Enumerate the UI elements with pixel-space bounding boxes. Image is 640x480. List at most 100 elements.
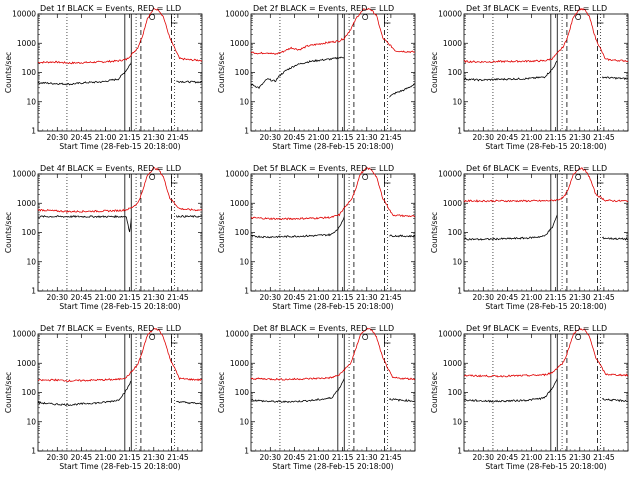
x-axis-label: Start Time (28-Feb-15 20:18:00) [272, 302, 393, 311]
panel-title: Det 6f BLACK = Events, RED = LLD [466, 164, 607, 173]
x-tick-label: 21:45 [167, 293, 189, 302]
x-tick-label: 21:00 [308, 133, 330, 142]
x-tick-label: 20:30 [259, 133, 281, 142]
y-axis-label: Counts/sec [217, 52, 226, 93]
y-tick-label: 1 [31, 127, 36, 136]
y-tick-label: 1000 [443, 199, 462, 208]
x-tick-label: 20:45 [497, 133, 519, 142]
panel-title: Det 5f BLACK = Events, RED = LLD [253, 164, 394, 173]
chart-panel-8: 1 10 100 1000 10000 20:30 20:45 21:00 21:15 21:30… [217, 324, 416, 471]
y-tick-label: 10 [26, 417, 36, 426]
y-axis-label: Counts/sec [217, 372, 226, 413]
plot-frame [250, 333, 416, 452]
x-tick-label: 21:15 [545, 293, 567, 302]
x-tick-label: 21:30 [143, 453, 165, 462]
y-tick-label: 10 [239, 97, 249, 106]
events-series-line [250, 378, 345, 404]
x-tick-label: 21:00 [521, 133, 543, 142]
y-axis-label: Counts/sec [217, 212, 226, 253]
lld-series-line [250, 7, 416, 56]
y-tick-label: 10000 [225, 10, 249, 19]
events-series-line [463, 60, 558, 82]
events-series-line [601, 76, 629, 81]
y-axis-label: Counts/sec [4, 212, 13, 253]
y-axis-label: Counts/sec [4, 372, 13, 413]
y-tick-label: 10 [26, 97, 36, 106]
lld-series-line [250, 167, 416, 221]
x-tick-label: 21:15 [332, 293, 354, 302]
events-series-line [389, 83, 416, 98]
y-tick-label: 100 [448, 228, 463, 237]
x-tick-label: 21:00 [521, 453, 543, 462]
events-series-line [389, 234, 416, 238]
x-tick-label: 20:45 [284, 293, 306, 302]
events-series-line [250, 216, 345, 239]
x-tick-label: 21:30 [356, 293, 378, 302]
y-tick-label: 100 [235, 68, 250, 77]
y-tick-label: 10000 [12, 330, 36, 339]
x-axis-label: Start Time (28-Feb-15 20:18:00) [272, 462, 393, 471]
x-axis-label: Start Time (28-Feb-15 20:18:00) [485, 142, 606, 151]
y-tick-label: 100 [235, 228, 250, 237]
lld-series-line [37, 166, 203, 213]
bracket-mark [171, 336, 178, 344]
lld-series-line [463, 167, 629, 203]
y-tick-label: 1 [244, 127, 249, 136]
x-tick-label: 20:30 [46, 293, 68, 302]
y-tick-label: 10000 [438, 330, 462, 339]
panel-title: Det 3f BLACK = Events, RED = LLD [466, 4, 607, 13]
marker-circle [362, 334, 369, 340]
y-tick-label: 1 [457, 287, 462, 296]
y-tick-label: 1 [457, 127, 462, 136]
panel-title: Det 4f BLACK = Events, RED = LLD [40, 164, 181, 173]
x-tick-label: 21:45 [167, 133, 189, 142]
bracket-mark [384, 16, 391, 24]
marker-circle [149, 14, 156, 20]
x-tick-label: 21:00 [95, 293, 117, 302]
x-tick-label: 21:45 [380, 293, 402, 302]
plot-frame [37, 173, 203, 292]
x-tick-label: 21:45 [593, 293, 615, 302]
y-tick-label: 10 [452, 97, 462, 106]
x-tick-label: 21:45 [593, 453, 615, 462]
y-axis-label: Counts/sec [430, 372, 439, 413]
events-series-line [602, 236, 629, 241]
marker-circle [575, 14, 582, 20]
plot-frame [463, 13, 629, 132]
y-tick-label: 10 [239, 257, 249, 266]
events-series-line [176, 400, 203, 405]
bracket-mark [384, 336, 391, 344]
x-tick-label: 21:45 [380, 133, 402, 142]
chart-panel-2: 1 10 100 1000 10000 20:30 20:45 21:00 21:15 21:30… [217, 4, 416, 151]
y-tick-label: 100 [448, 68, 463, 77]
y-tick-label: 10 [452, 417, 462, 426]
y-tick-label: 1000 [17, 199, 36, 208]
x-tick-label: 21:00 [521, 293, 543, 302]
x-tick-label: 21:00 [308, 293, 330, 302]
x-tick-label: 20:30 [472, 453, 494, 462]
x-tick-label: 20:30 [46, 133, 68, 142]
x-tick-label: 20:30 [259, 293, 281, 302]
y-tick-label: 1000 [230, 359, 249, 368]
panel-title: Det 8f BLACK = Events, RED = LLD [253, 324, 394, 333]
marker-circle [149, 334, 156, 340]
lld-series-line [38, 328, 203, 382]
plot-frame [463, 333, 629, 452]
panel-title: Det 2f BLACK = Events, RED = LLD [253, 4, 394, 13]
x-tick-label: 21:15 [332, 133, 354, 142]
x-axis-label: Start Time (28-Feb-15 20:18:00) [59, 302, 180, 311]
x-tick-label: 20:45 [284, 453, 306, 462]
x-axis-label: Start Time (28-Feb-15 20:18:00) [485, 302, 606, 311]
x-tick-label: 21:15 [119, 453, 141, 462]
marker-circle [575, 174, 582, 180]
bracket-mark [597, 336, 604, 344]
lld-series-line [463, 7, 629, 64]
x-tick-label: 21:15 [545, 453, 567, 462]
lld-series-line [37, 8, 203, 65]
x-tick-label: 21:15 [332, 453, 354, 462]
y-tick-label: 1 [244, 447, 249, 456]
plot-frame [37, 13, 203, 132]
x-tick-label: 20:30 [259, 453, 281, 462]
x-tick-label: 21:30 [356, 453, 378, 462]
y-tick-label: 10 [239, 417, 249, 426]
